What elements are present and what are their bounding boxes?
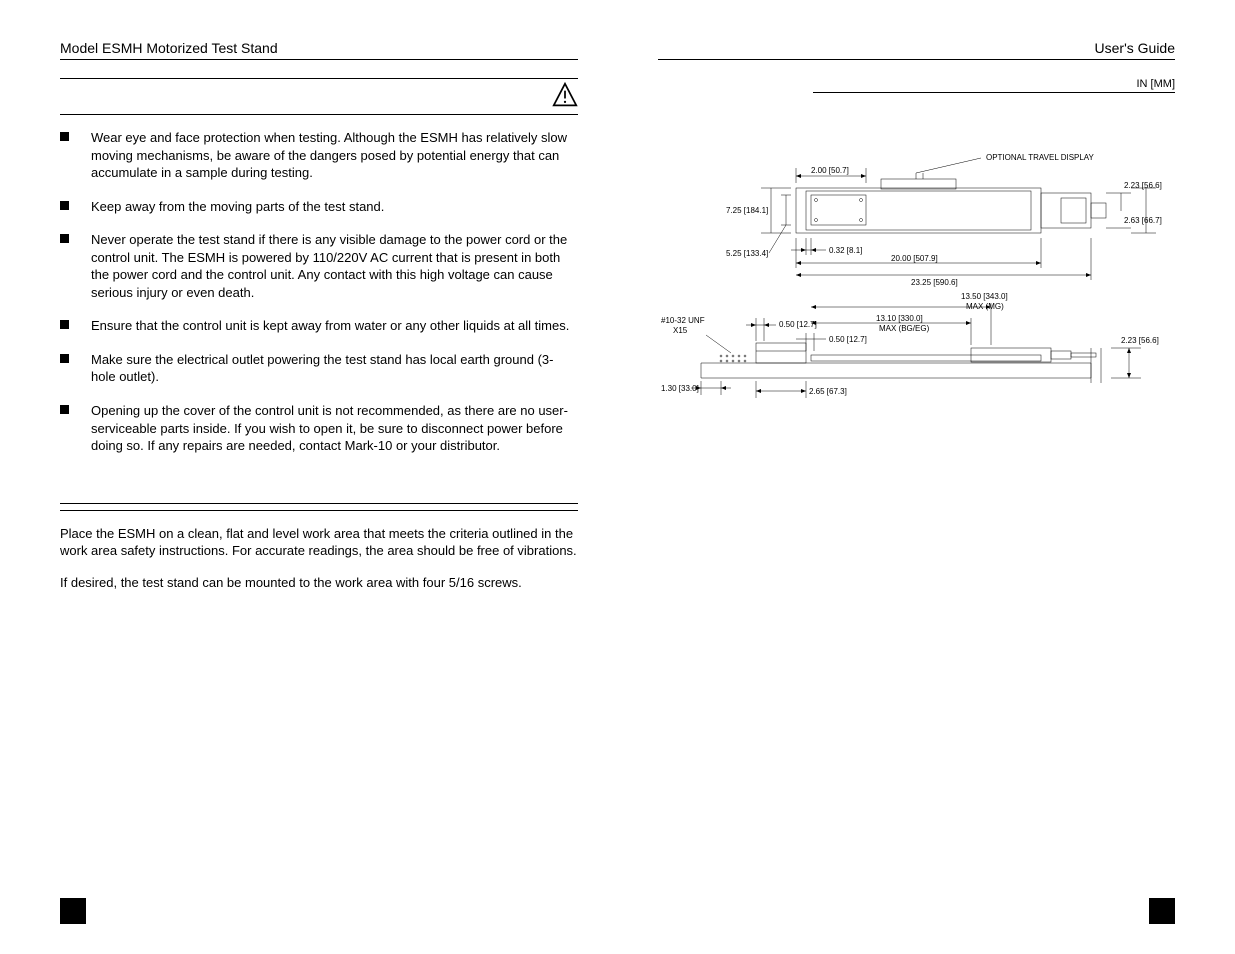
- page-number-right: [1149, 898, 1175, 924]
- list-item: Never operate the test stand if there is…: [60, 231, 578, 301]
- bullet-text: Make sure the electrical outlet powering…: [91, 351, 578, 386]
- dim: 13.10 [330.0]: [876, 314, 923, 323]
- dim: 1.30 [33.0]: [661, 384, 699, 393]
- dim: 0.50 [12.7]: [829, 335, 867, 344]
- dim: 0.32 [8.1]: [829, 246, 862, 255]
- dim: 23.25 [590.6]: [911, 278, 958, 287]
- list-item: Ensure that the control unit is kept awa…: [60, 317, 578, 335]
- page-header-left: Model ESMH Motorized Test Stand: [60, 40, 578, 60]
- dim: 2.00 [50.7]: [811, 166, 849, 175]
- setup-para: If desired, the test stand can be mounte…: [60, 574, 578, 592]
- units-note: IN [MM]: [813, 78, 1175, 93]
- dimension-diagram: OPTIONAL TRAVEL DISPLAY 2.00 [50.7] 7.25…: [658, 123, 1176, 423]
- header-model: Model ESMH Motorized Test Stand: [60, 40, 278, 56]
- thread-note: X15: [673, 326, 688, 335]
- dim: 2.23 [56.6]: [1124, 181, 1162, 190]
- warning-icon: [552, 82, 578, 111]
- bullet-text: Ensure that the control unit is kept awa…: [91, 317, 578, 335]
- thread-note: #10-32 UNF: [661, 316, 705, 325]
- right-page: User's Guide IN [MM] OPTIONAL TRAV: [618, 0, 1235, 954]
- dim: 5.25 [133.4]: [726, 249, 768, 258]
- bullet-text: Never operate the test stand if there is…: [91, 231, 578, 301]
- setup-para: Place the ESMH on a clean, flat and leve…: [60, 525, 578, 560]
- list-item: Wear eye and face protection when testin…: [60, 129, 578, 182]
- page-number-left: [60, 898, 86, 924]
- bullet-text: Keep away from the moving parts of the t…: [91, 198, 578, 216]
- callout-display: OPTIONAL TRAVEL DISPLAY: [986, 153, 1095, 162]
- left-page: Model ESMH Motorized Test Stand Wear eye…: [0, 0, 618, 954]
- dim: 2.23 [56.6]: [1121, 336, 1159, 345]
- list-item: Make sure the electrical outlet powering…: [60, 351, 578, 386]
- header-guide: User's Guide: [1095, 40, 1175, 56]
- safety-heading: [60, 78, 578, 115]
- safety-bullets: Wear eye and face protection when testin…: [60, 129, 578, 455]
- list-item: Opening up the cover of the control unit…: [60, 402, 578, 455]
- dim: 0.50 [12.7]: [779, 320, 817, 329]
- dim: 13.50 [343.0]: [961, 292, 1008, 301]
- dim: 2.65 [67.3]: [809, 387, 847, 396]
- dim: MAX (MG): [966, 302, 1004, 311]
- dim: MAX (BG/EG): [879, 324, 930, 333]
- bullet-text: Wear eye and face protection when testin…: [91, 129, 578, 182]
- dim: 2.63 [66.7]: [1124, 216, 1162, 225]
- setup-heading: [60, 503, 578, 511]
- bullet-text: Opening up the cover of the control unit…: [91, 402, 578, 455]
- dim: 20.00 [507.9]: [891, 254, 938, 263]
- page-header-right: User's Guide: [658, 40, 1176, 60]
- list-item: Keep away from the moving parts of the t…: [60, 198, 578, 216]
- dim: 7.25 [184.1]: [726, 206, 768, 215]
